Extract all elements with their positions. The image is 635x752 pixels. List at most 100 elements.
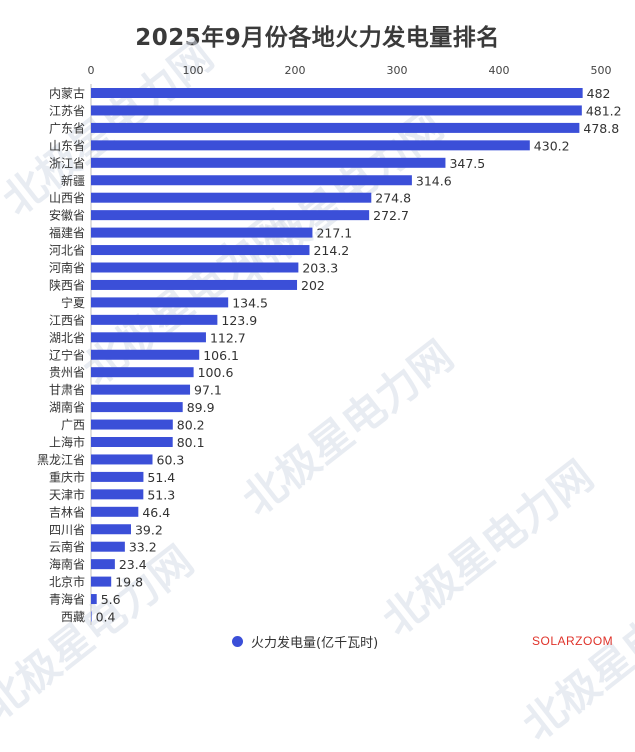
source-credit: SOLARZOOM [532, 634, 614, 648]
category-label: 江西省 [49, 313, 85, 327]
bar [91, 122, 580, 133]
bar [91, 594, 97, 605]
x-tick-label: 400 [489, 64, 510, 77]
data-label: 202 [301, 278, 325, 293]
data-label: 217.1 [316, 226, 352, 241]
category-label: 江苏省 [49, 104, 85, 118]
bar [91, 559, 115, 570]
bar [91, 314, 218, 325]
data-label: 60.3 [157, 452, 185, 467]
data-label: 100.6 [198, 365, 234, 380]
bar [91, 227, 313, 238]
category-label: 吉林省 [49, 505, 85, 519]
category-label: 青海省 [49, 592, 85, 607]
x-tick-label: 100 [183, 64, 204, 77]
data-label: 347.5 [449, 156, 485, 171]
category-label: 内蒙古 [49, 86, 85, 101]
data-label: 478.8 [583, 121, 619, 136]
category-label: 宁夏 [61, 295, 85, 310]
data-label: 23.4 [119, 557, 147, 572]
bar [91, 489, 144, 500]
data-label: 481.2 [586, 103, 622, 118]
category-label: 上海市 [49, 435, 85, 450]
bar [91, 611, 92, 622]
data-label: 106.1 [203, 348, 239, 363]
bar [91, 332, 206, 343]
category-label: 北京市 [49, 574, 85, 589]
category-label: 河北省 [49, 244, 85, 258]
data-label: 19.8 [115, 575, 143, 590]
category-label: 湖南省 [49, 400, 85, 415]
data-label: 123.9 [221, 313, 257, 328]
category-label: 安徽省 [49, 208, 85, 223]
category-label: 山东省 [49, 139, 85, 153]
data-label: 80.2 [177, 418, 205, 433]
data-label: 112.7 [210, 330, 246, 345]
category-label: 广东省 [49, 121, 85, 135]
x-tick-label: 200 [285, 64, 306, 77]
bar [91, 402, 183, 413]
category-label: 陕西省 [49, 277, 85, 292]
bar [91, 105, 582, 116]
category-label: 西藏 [61, 610, 85, 624]
bar [91, 140, 530, 151]
category-label: 黑龙江省 [37, 453, 85, 467]
bar [91, 349, 200, 360]
data-label: 274.8 [375, 191, 411, 206]
bar [91, 88, 583, 98]
category-label: 新疆 [61, 173, 85, 188]
bar [91, 437, 173, 447]
category-label: 辽宁省 [49, 347, 85, 362]
data-label: 482 [587, 86, 611, 101]
bar [91, 576, 112, 587]
data-label: 51.3 [147, 487, 175, 502]
bar [91, 192, 372, 203]
category-label: 湖北省 [49, 330, 85, 345]
x-tick-label: 500 [591, 64, 612, 77]
category-label: 四川省 [49, 523, 85, 537]
bar [91, 471, 144, 482]
data-label: 5.6 [101, 592, 121, 607]
bar [91, 157, 446, 168]
category-label: 甘肃省 [49, 383, 85, 397]
data-label: 272.7 [373, 208, 409, 223]
category-label: 云南省 [49, 539, 85, 554]
chart-title: 2025年9月份各地火力发电量排名 [135, 25, 500, 51]
data-label: 314.6 [416, 173, 452, 188]
data-label: 80.1 [177, 435, 205, 450]
bar [91, 454, 153, 465]
bar [91, 279, 298, 290]
data-label: 0.4 [96, 610, 116, 625]
data-label: 97.1 [194, 383, 222, 398]
category-label: 河南省 [49, 260, 85, 275]
category-label: 山西省 [49, 191, 85, 205]
data-label: 46.4 [142, 505, 170, 520]
bar [91, 506, 139, 517]
bar [91, 297, 229, 308]
data-label: 134.5 [232, 295, 268, 310]
data-label: 33.2 [129, 540, 157, 555]
data-label: 39.2 [135, 522, 163, 537]
category-label: 广西 [61, 418, 85, 432]
category-label: 天津市 [49, 487, 85, 502]
x-tick-label: 300 [387, 64, 408, 77]
bar [91, 262, 299, 273]
bar-chart: 0 100 200 300 400 500 内蒙古 482 江苏省 481.2 广东省 478.8 山东… [37, 64, 622, 625]
category-label: 福建省 [49, 225, 85, 240]
category-label: 重庆市 [49, 469, 85, 484]
data-label: 89.9 [187, 400, 215, 415]
data-label: 51.4 [147, 470, 175, 485]
legend-marker [232, 636, 243, 647]
bar [91, 367, 194, 378]
bar [91, 524, 131, 535]
bar [91, 384, 191, 395]
bar [91, 541, 125, 552]
bar [91, 419, 173, 430]
bar [91, 210, 370, 221]
bar [91, 245, 310, 256]
data-label: 214.2 [313, 243, 349, 258]
category-label: 海南省 [49, 557, 85, 572]
data-label: 430.2 [534, 138, 570, 153]
legend-label: 火力发电量(亿千瓦时) [251, 636, 379, 651]
bar [91, 175, 412, 186]
